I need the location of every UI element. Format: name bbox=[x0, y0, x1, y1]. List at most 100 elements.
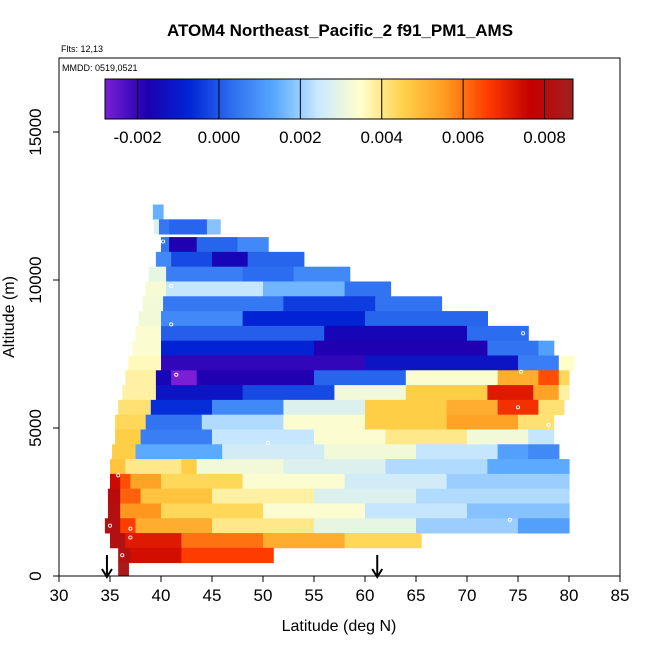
sample-point bbox=[174, 372, 179, 377]
heatmap-cell bbox=[533, 385, 560, 401]
sample-point bbox=[507, 517, 512, 522]
heatmap-cell bbox=[118, 547, 131, 564]
heatmap-cell bbox=[181, 533, 264, 549]
heatmap-cell bbox=[416, 444, 499, 460]
colorbar-tick-label: -0.002 bbox=[113, 128, 161, 147]
sample-point bbox=[521, 331, 526, 336]
heatmap-cell bbox=[120, 503, 162, 519]
x-tick-label: 50 bbox=[254, 586, 273, 605]
heatmap-cell bbox=[446, 399, 499, 416]
heatmap-cell bbox=[161, 340, 315, 356]
sample-point bbox=[169, 322, 174, 327]
heatmap-cell bbox=[237, 237, 269, 253]
heatmap-cell bbox=[120, 518, 137, 534]
heatmap-cell bbox=[125, 459, 182, 475]
heatmap-cell bbox=[104, 518, 121, 534]
plot-frame bbox=[58, 57, 621, 577]
heatmap-cell bbox=[212, 518, 315, 534]
heatmap-cell bbox=[324, 444, 417, 460]
heatmap-cell bbox=[107, 503, 121, 519]
heatmap-cell bbox=[212, 399, 284, 416]
heatmap-cell bbox=[181, 547, 274, 564]
heatmap-cell bbox=[120, 473, 131, 490]
heatmap-cell bbox=[446, 473, 570, 490]
heatmap-cell bbox=[161, 355, 366, 371]
heatmap-cell bbox=[181, 459, 198, 475]
colorbar: -0.002 0.000 0.002 0.004 0.006 0.008 bbox=[104, 78, 574, 147]
y-axis-label: Altitude (m) bbox=[1, 276, 18, 358]
heatmap-cell bbox=[130, 547, 182, 564]
heatmap-cell bbox=[169, 219, 208, 235]
heatmap-cell bbox=[263, 281, 346, 297]
heatmap-cell bbox=[212, 429, 315, 445]
heatmap-cell bbox=[405, 385, 488, 401]
heatmap-cell bbox=[161, 473, 244, 490]
heatmap-cell bbox=[242, 266, 295, 282]
heatmap-cell bbox=[314, 429, 386, 445]
heatmap-cell bbox=[110, 459, 126, 475]
heatmap-cell bbox=[538, 370, 560, 386]
heatmap-cell bbox=[206, 219, 221, 235]
heatmap-cell bbox=[171, 251, 213, 268]
x-tick-label: 55 bbox=[305, 586, 324, 605]
y-tick-label: 5000 bbox=[26, 409, 45, 447]
heatmap-cell bbox=[115, 414, 147, 430]
sample-point bbox=[169, 283, 174, 288]
heatmap-cell bbox=[446, 414, 519, 430]
x-axis: 30 35 40 45 50 55 60 65 70 75 80 85 bbox=[50, 576, 630, 605]
heatmap-cell bbox=[135, 518, 213, 534]
heatmap-cell bbox=[222, 444, 325, 460]
sample-points bbox=[107, 239, 551, 558]
sample-point bbox=[515, 405, 521, 410]
x-tick-label: 30 bbox=[50, 586, 69, 605]
heatmap-cell bbox=[385, 459, 488, 475]
x-tick-label: 85 bbox=[611, 586, 630, 605]
heatmap-cell bbox=[242, 385, 335, 401]
heatmap-layers bbox=[104, 204, 575, 576]
heatmap-cell bbox=[110, 533, 126, 549]
heatmap-cell bbox=[138, 311, 162, 327]
sample-point bbox=[120, 553, 125, 558]
heatmap-cell bbox=[344, 533, 422, 549]
heatmap-cell bbox=[385, 429, 468, 445]
heatmap-cell bbox=[497, 444, 529, 460]
heatmap-cell bbox=[283, 414, 366, 430]
heatmap-cell bbox=[145, 281, 167, 297]
heatmap-cell bbox=[518, 518, 570, 534]
heatmap-cell bbox=[283, 459, 386, 475]
heatmap-cell bbox=[140, 488, 213, 504]
heatmap-cell bbox=[518, 414, 555, 430]
heatmap-cell bbox=[334, 385, 407, 401]
heatmap-cell bbox=[171, 370, 198, 386]
heatmap-cell bbox=[125, 370, 157, 386]
heatmap-cell bbox=[242, 311, 366, 327]
heatmap-cell bbox=[196, 237, 239, 253]
colorbar-tick-label: 0.006 bbox=[442, 128, 485, 147]
heatmap-cell bbox=[152, 204, 164, 220]
heatmap-cell bbox=[110, 473, 121, 490]
colorbar-tick-label: 0.008 bbox=[523, 128, 566, 147]
heatmap-cell bbox=[558, 385, 570, 401]
heatmap-cell bbox=[365, 355, 519, 371]
heatmap-cell bbox=[145, 414, 203, 430]
x-tick-label: 60 bbox=[356, 586, 375, 605]
colorbar-ramp bbox=[104, 78, 574, 120]
heatmap-cell bbox=[148, 266, 167, 282]
heatmap-cell bbox=[558, 370, 570, 386]
heatmap-cell bbox=[142, 296, 164, 312]
y-tick-label: 15000 bbox=[26, 108, 45, 155]
heatmap-cell bbox=[314, 518, 417, 534]
x-axis-label: Latitude (deg N) bbox=[282, 618, 397, 635]
heatmap-cell bbox=[283, 399, 366, 416]
colorbar-tick-label: 0.000 bbox=[198, 128, 241, 147]
dates-annotation: MMDD: 0519,0521 bbox=[62, 63, 138, 73]
sample-point bbox=[519, 369, 524, 374]
heatmap-cell bbox=[344, 473, 448, 490]
heatmap-cell bbox=[161, 325, 325, 342]
heatmap-cell bbox=[538, 399, 565, 416]
heatmap-cell bbox=[497, 399, 539, 416]
down-arrow-head bbox=[371, 568, 384, 579]
flights-annotation: Flts: 12,13 bbox=[61, 44, 103, 54]
heatmap-cell bbox=[140, 429, 213, 445]
sample-point bbox=[107, 523, 113, 528]
